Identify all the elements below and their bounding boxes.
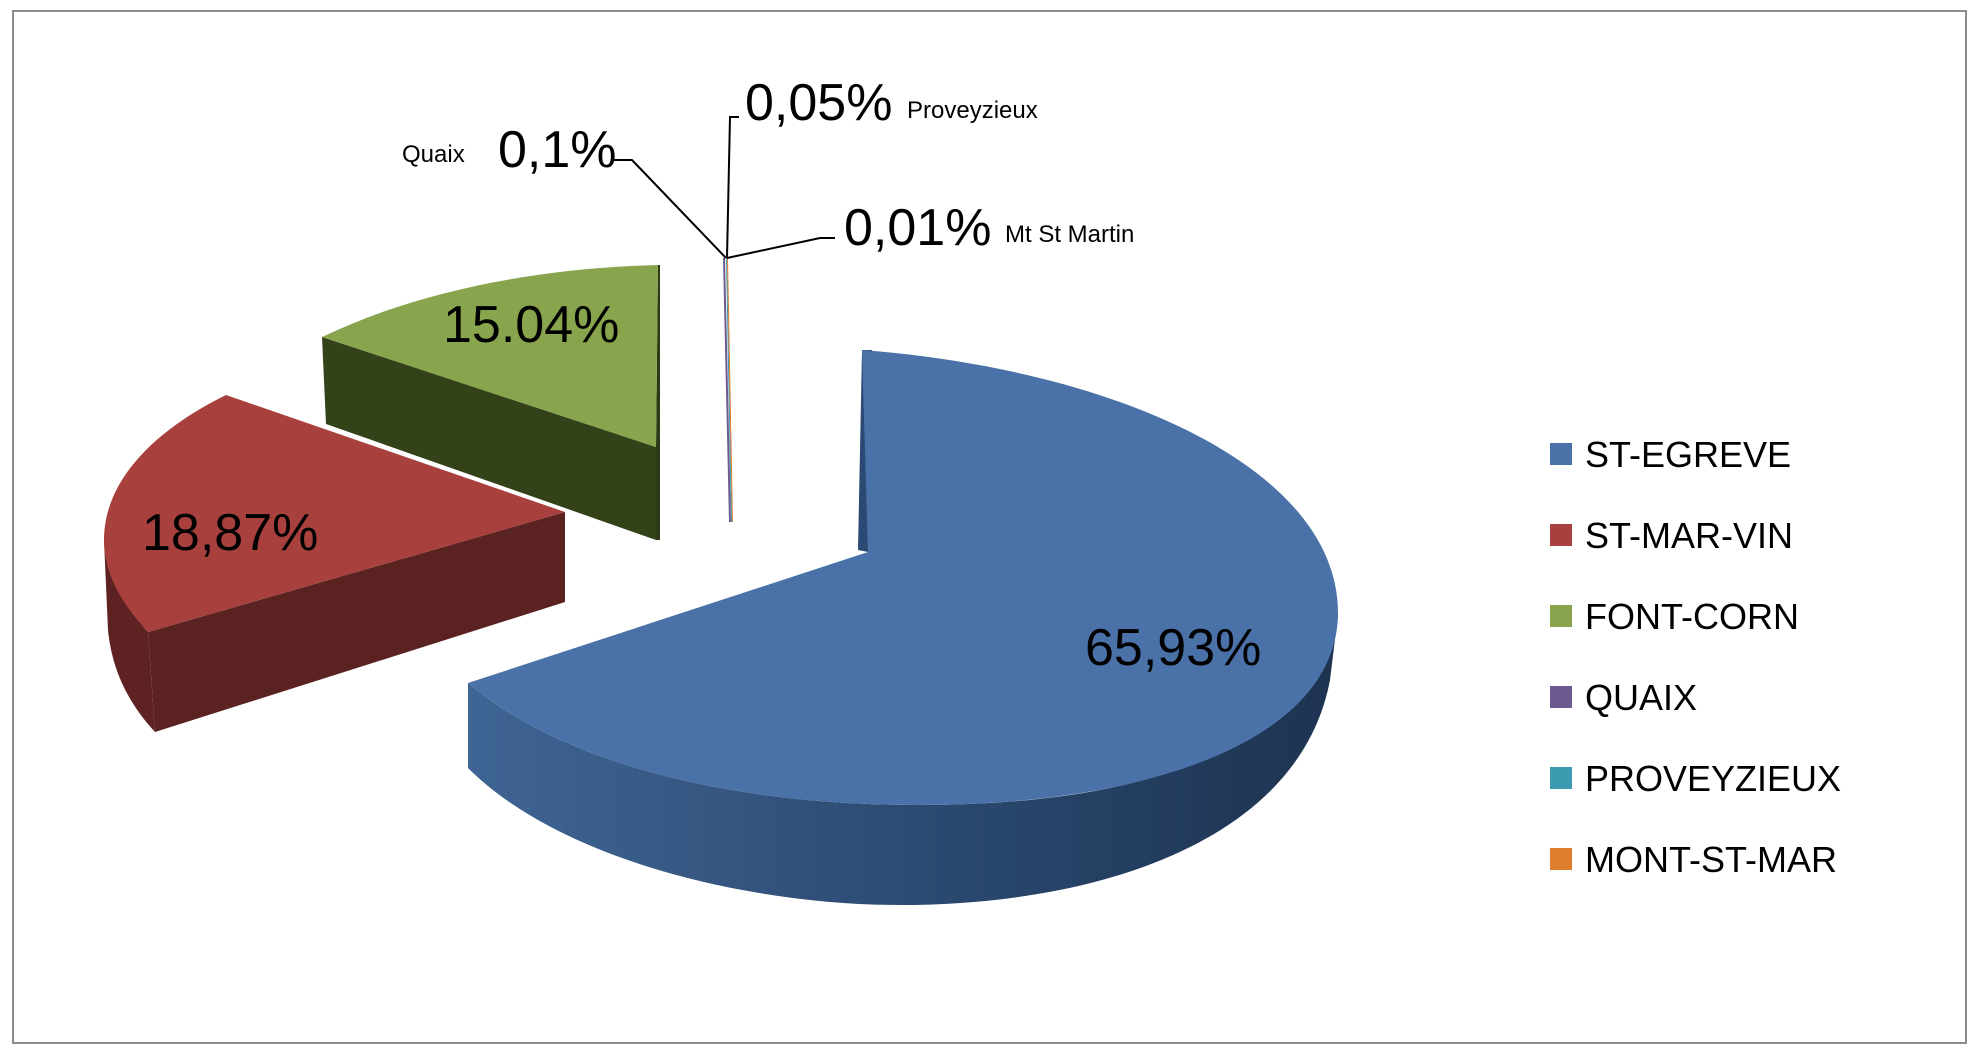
data-label-proveyzieux-name: Proveyzieux: [907, 97, 1038, 124]
data-label-font-corn-value: 15.04%: [443, 296, 619, 354]
legend-item-proveyzieux: PROVEYZIEUX: [1550, 758, 1841, 799]
slice-st-egreve-top: [468, 350, 1339, 805]
legend-label-st-mar-vin: ST-MAR-VIN: [1585, 515, 1793, 556]
legend-item-mont-st-mar: MONT-ST-MAR: [1550, 839, 1837, 880]
legend-label-font-corn: FONT-CORN: [1585, 596, 1799, 637]
slice-quaix: [723, 258, 731, 522]
legend-label-quaix: QUAIX: [1585, 677, 1697, 718]
legend-swatch-st-mar-vin: [1550, 524, 1572, 546]
slice-st-egreve: [468, 350, 1339, 905]
slice-st-mar-vin-front-side: [148, 512, 565, 732]
slice-st-egreve-side: [468, 615, 1338, 905]
data-label-st-mar-vin-value: 18,87%: [142, 504, 318, 562]
leader-line-proveyzieux: [726, 116, 739, 259]
leader-line-quaix: [614, 159, 727, 259]
legend-item-st-egreve: ST-EGREVE: [1550, 434, 1791, 475]
slice-proveyzieux: [726, 258, 732, 522]
legend-swatch-font-corn: [1550, 605, 1572, 627]
slice-font-corn-side: [322, 337, 656, 540]
legend-swatch-quaix: [1550, 686, 1572, 708]
legend-item-font-corn: FONT-CORN: [1550, 596, 1799, 637]
legend-label-mont-st-mar: MONT-ST-MAR: [1585, 839, 1837, 880]
legend-item-quaix: QUAIX: [1550, 677, 1697, 718]
slice-font-corn-top: [322, 265, 658, 447]
legend-swatch-st-egreve: [1550, 443, 1572, 465]
chart-frame: [12, 10, 1967, 1044]
data-label-quaix-name: Quaix: [402, 141, 465, 168]
slice-font-corn: [322, 265, 660, 540]
legend-label-st-egreve: ST-EGREVE: [1585, 434, 1791, 475]
leader-line-mont-st-mar: [726, 237, 835, 259]
legend-item-st-mar-vin: ST-MAR-VIN: [1550, 515, 1793, 556]
data-label-quaix-value: 0,1%: [498, 121, 617, 179]
data-label-mont-st-mar-value: 0,01%: [844, 199, 991, 257]
legend-swatch-proveyzieux: [1550, 767, 1572, 789]
slice-st-mar-vin: [104, 395, 565, 732]
legend-label-proveyzieux: PROVEYZIEUX: [1585, 758, 1841, 799]
legend-swatch-mont-st-mar: [1550, 848, 1572, 870]
leader-lines: [614, 116, 835, 259]
slice-font-corn-side-right: [656, 265, 660, 540]
data-label-mont-st-mar-name: Mt St Martin: [1005, 221, 1134, 248]
slice-mont-st-mar: [727, 258, 733, 522]
legend: ST-EGREVE ST-MAR-VIN FONT-CORN QUAIX PRO…: [1550, 434, 1841, 880]
data-label-st-egreve-value: 65,93%: [1085, 619, 1261, 677]
slice-st-mar-vin-top: [104, 395, 565, 632]
data-label-proveyzieux-value: 0,05%: [745, 74, 892, 132]
